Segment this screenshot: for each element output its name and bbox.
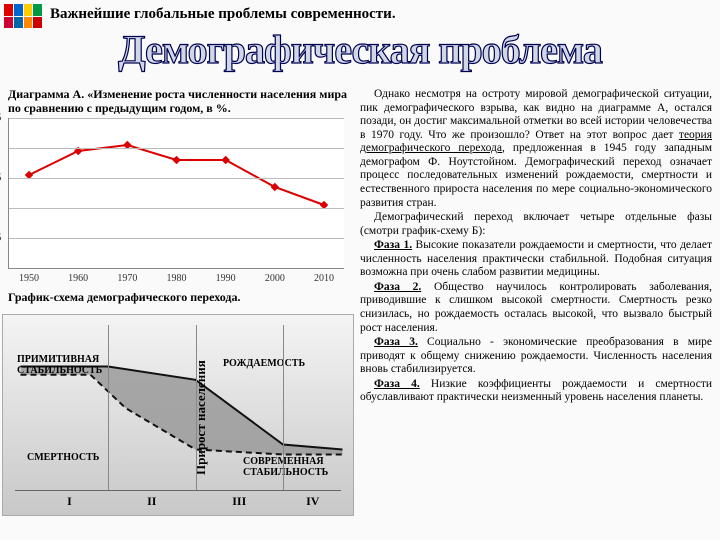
schema-caption: График-схема демографического перехода. bbox=[8, 290, 348, 305]
body-text: Однако несмотря на остроту мировой демог… bbox=[360, 88, 712, 406]
schema-curves bbox=[3, 315, 353, 515]
slide: Важнейшие глобальные проблемы современно… bbox=[0, 0, 720, 540]
page-header: Важнейшие глобальные проблемы современно… bbox=[50, 6, 396, 23]
chartA-caption: Диаграмма А. «Изменение роста численност… bbox=[8, 88, 348, 116]
primitive-label: ПРИМИТИВНАЯ СТАБИЛЬНОСТЬ bbox=[17, 355, 107, 376]
flags-decor bbox=[4, 4, 42, 28]
demographic-transition-schema: Прирост населения ПРИМИТИВНАЯ СТАБИЛЬНОС… bbox=[2, 314, 354, 516]
page-title: Демографическая проблема Демографическая… bbox=[0, 26, 720, 73]
chartA: 0.511.522.501950196019701980199020002010 bbox=[8, 118, 344, 269]
chartA-line bbox=[9, 118, 344, 268]
modern-label: СОВРЕМЕННАЯ СТАБИЛЬНОСТЬ bbox=[243, 457, 333, 478]
mortality-label: СМЕРТНОСТЬ bbox=[27, 453, 99, 464]
birthrate-label: РОЖДАЕМОСТЬ bbox=[223, 359, 305, 370]
